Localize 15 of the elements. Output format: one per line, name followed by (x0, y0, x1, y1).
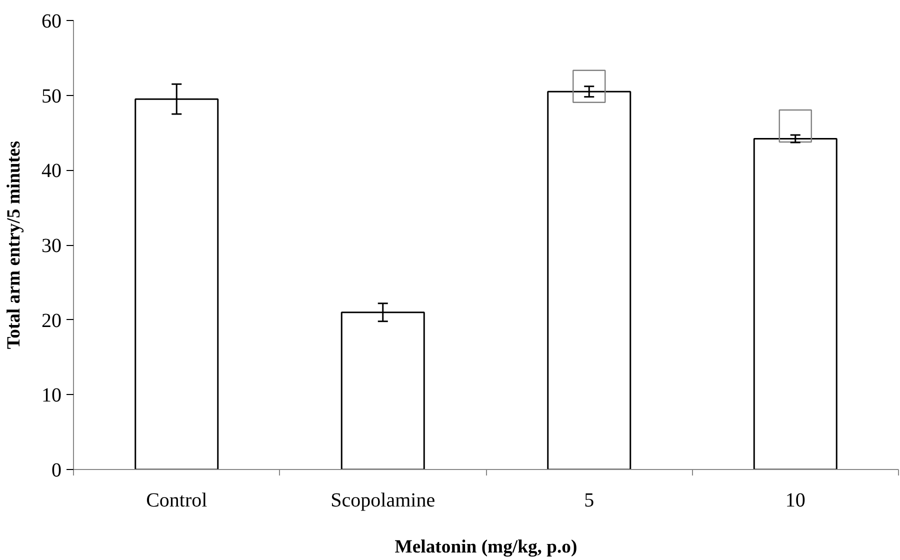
x-tick-label: Control (146, 490, 208, 512)
y-tick-label: 0 (52, 460, 62, 482)
y-tick-label: 60 (42, 10, 62, 32)
bar (547, 90, 632, 470)
y-tick-label: 50 (42, 85, 62, 108)
x-tick-label: 10 (785, 490, 806, 512)
y-axis-title: Total arm entry/5 minutes (4, 140, 24, 350)
y-tick-label: 40 (42, 160, 62, 182)
x-tick-label: Scopolamine (330, 490, 436, 512)
y-tick-label: 30 (42, 235, 62, 257)
x-tick-label: 5 (584, 490, 594, 512)
y-tick-label: 10 (42, 384, 62, 407)
bar (753, 138, 838, 470)
x-axis-title: Melatonin (mg/kg, p.o) (394, 536, 578, 558)
y-tick-label: 20 (42, 310, 62, 332)
